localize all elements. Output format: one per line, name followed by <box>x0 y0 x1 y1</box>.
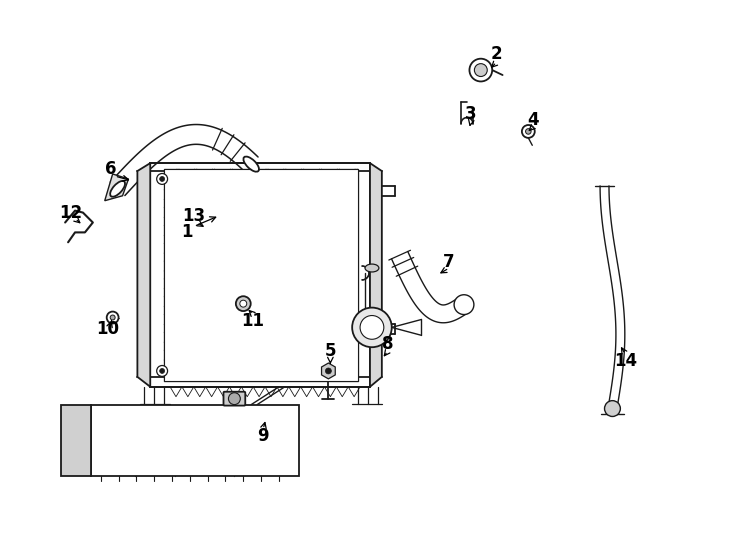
Text: 9: 9 <box>258 427 269 446</box>
Text: 3: 3 <box>465 105 476 123</box>
Circle shape <box>526 129 531 134</box>
Polygon shape <box>321 363 335 379</box>
Text: 8: 8 <box>382 335 393 353</box>
Circle shape <box>360 315 384 339</box>
Circle shape <box>160 177 164 181</box>
Ellipse shape <box>365 264 379 272</box>
Ellipse shape <box>244 157 259 172</box>
Polygon shape <box>105 174 128 201</box>
Circle shape <box>352 308 392 347</box>
Text: 11: 11 <box>241 313 265 330</box>
Polygon shape <box>91 404 299 476</box>
Text: 12: 12 <box>59 204 83 221</box>
Circle shape <box>325 368 331 374</box>
Polygon shape <box>137 163 150 387</box>
Text: 6: 6 <box>105 160 117 178</box>
Circle shape <box>470 59 493 82</box>
Text: 14: 14 <box>614 352 637 370</box>
Circle shape <box>106 312 119 323</box>
Text: 10: 10 <box>96 320 119 339</box>
Circle shape <box>605 401 620 416</box>
Text: 13: 13 <box>182 207 206 225</box>
Polygon shape <box>370 163 382 387</box>
Text: 2: 2 <box>491 45 503 63</box>
Circle shape <box>160 368 164 374</box>
Circle shape <box>156 173 167 184</box>
FancyBboxPatch shape <box>223 392 245 406</box>
Ellipse shape <box>110 181 125 197</box>
Text: 5: 5 <box>324 342 336 360</box>
Polygon shape <box>61 404 91 476</box>
Circle shape <box>236 296 251 311</box>
Circle shape <box>156 366 167 376</box>
Polygon shape <box>164 169 358 381</box>
Text: 4: 4 <box>528 111 539 129</box>
Polygon shape <box>150 163 370 387</box>
Text: 1: 1 <box>181 224 192 241</box>
Text: 7: 7 <box>443 253 455 271</box>
Circle shape <box>110 315 115 320</box>
Circle shape <box>474 64 487 77</box>
Bar <box>164 169 358 381</box>
Circle shape <box>522 125 535 138</box>
Circle shape <box>228 393 240 404</box>
Circle shape <box>240 300 247 307</box>
Circle shape <box>454 295 474 314</box>
